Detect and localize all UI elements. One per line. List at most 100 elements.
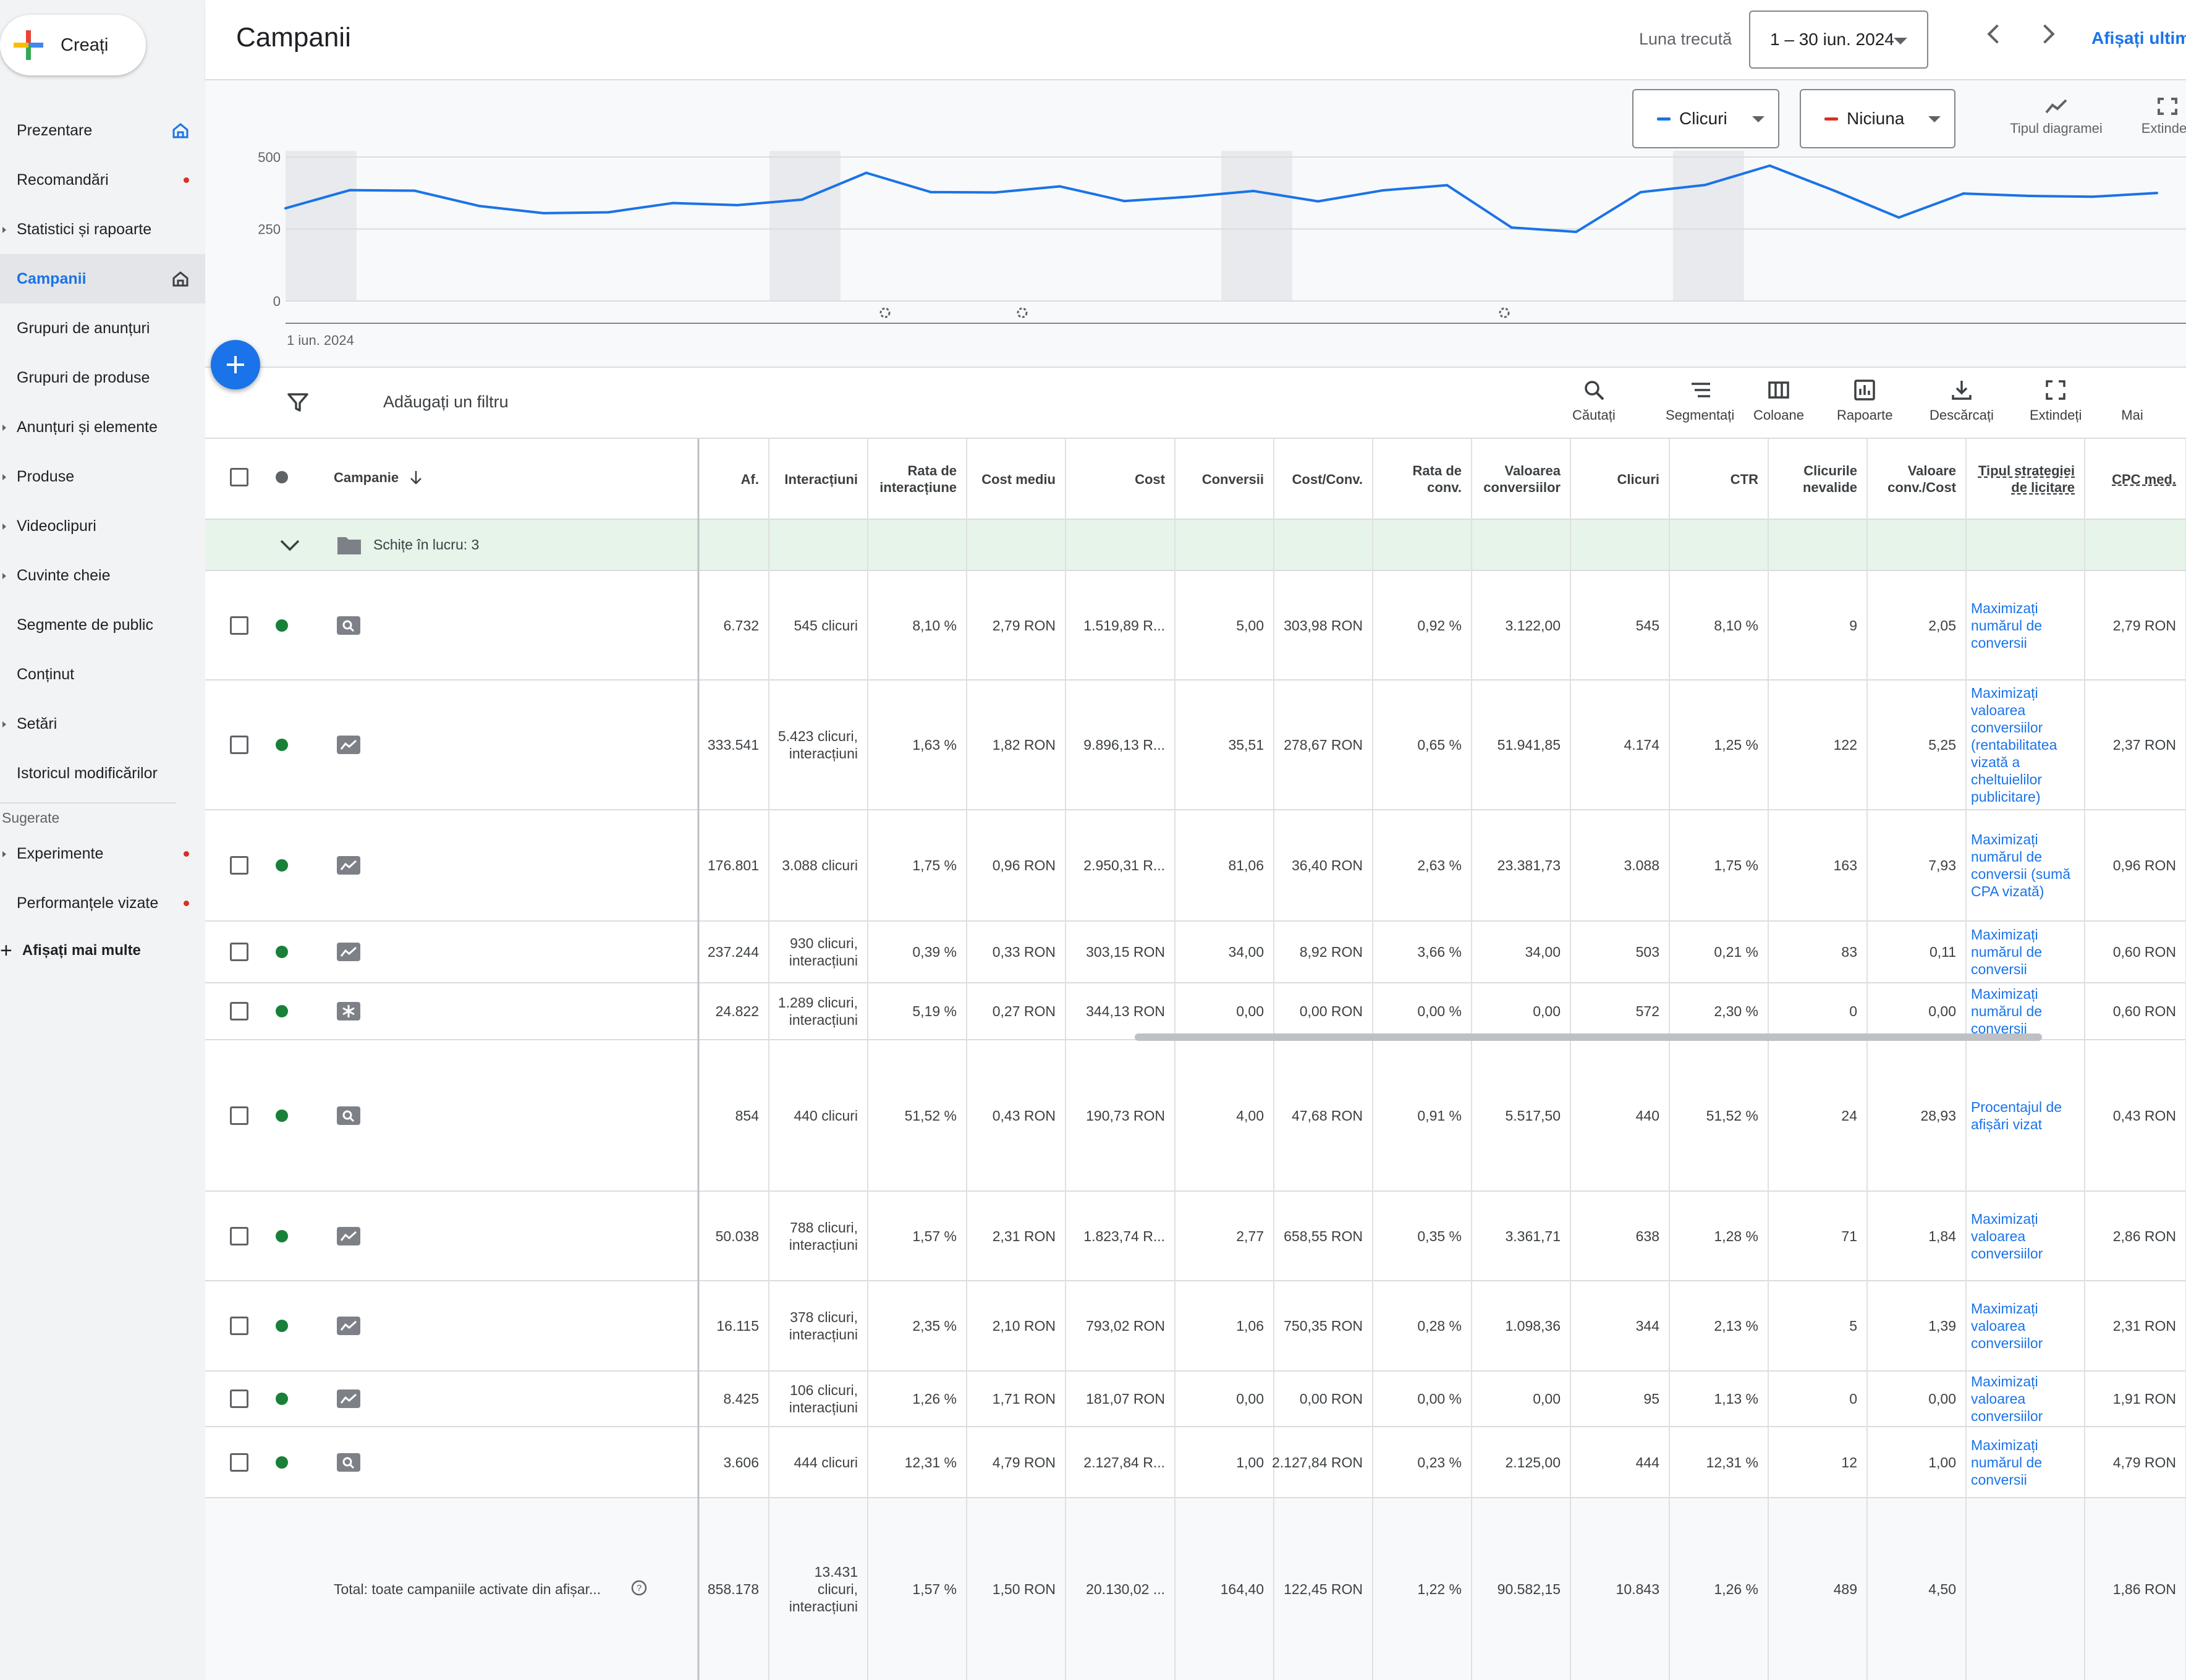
column-header-6[interactable]: Cost/Conv. bbox=[1292, 471, 1363, 487]
cell-value[interactable]: Maximizați numărul de conversii bbox=[1971, 1436, 2043, 1488]
chart-type-button[interactable]: Tipul diagramei bbox=[2010, 95, 2103, 137]
row-checkbox[interactable] bbox=[230, 1453, 248, 1472]
status-enabled-icon[interactable] bbox=[276, 1456, 288, 1469]
căutați-button[interactable]: Căutați bbox=[1572, 379, 1616, 423]
date-range-picker[interactable]: 1 – 30 iun. 2024 bbox=[1749, 11, 1928, 69]
cell-value[interactable]: Maximizați numărul de conversii (sumă CP… bbox=[1971, 831, 2071, 899]
column-header-13[interactable]: Tipul strategiei de licitare bbox=[1978, 463, 2075, 495]
column-header-8[interactable]: Valoarea conversiilor bbox=[1483, 463, 1561, 495]
sidebar-item-prezentare[interactable]: Prezentare bbox=[0, 106, 205, 155]
column-header-0[interactable]: Af. bbox=[740, 471, 759, 487]
annotation-marker-icon[interactable] bbox=[1499, 307, 1510, 318]
add-campaign-button[interactable] bbox=[211, 340, 260, 389]
descărcați-button[interactable]: Descărcați bbox=[1930, 379, 1994, 423]
status-enabled-icon[interactable] bbox=[276, 1320, 288, 1332]
column-header-2[interactable]: Rata de interacțiune bbox=[879, 463, 957, 495]
column-header-14[interactable]: CPC med. bbox=[2112, 471, 2176, 487]
status-enabled-icon[interactable] bbox=[276, 739, 288, 751]
sidebar-item-segmente-de-public[interactable]: Segmente de public bbox=[0, 600, 205, 650]
column-header-5[interactable]: Conversii bbox=[1201, 471, 1264, 487]
sidebar-item-recomandări[interactable]: Recomandări bbox=[0, 155, 205, 205]
cell-value[interactable]: Maximizați numărul de conversii bbox=[1971, 986, 2043, 1037]
next-period-icon[interactable] bbox=[2035, 24, 2055, 44]
column-header-1[interactable]: Interacțiuni bbox=[784, 471, 858, 487]
sort-descending-icon[interactable] bbox=[409, 470, 423, 486]
draft-row-label[interactable]: Schițe în lucru: 3 bbox=[373, 537, 480, 553]
bid-strategy-link[interactable]: Maximizați numărul de conversii (sumă CP… bbox=[1971, 810, 2080, 921]
help-icon[interactable]: ? bbox=[630, 1579, 648, 1597]
add-filter-input[interactable]: Adăugați un filtru bbox=[383, 392, 509, 411]
bid-strategy-link[interactable]: Maximizați numărul de conversii bbox=[1971, 921, 2080, 983]
row-checkbox[interactable] bbox=[230, 1002, 248, 1020]
rapoarte-button[interactable]: Rapoarte bbox=[1837, 379, 1893, 423]
filter-icon[interactable] bbox=[287, 391, 309, 414]
bid-strategy-link[interactable]: Maximizați numărul de conversii bbox=[1971, 983, 2080, 1040]
row-checkbox[interactable] bbox=[230, 856, 248, 875]
cell-value[interactable]: Maximizați numărul de conversii bbox=[1971, 600, 2043, 651]
sidebar-item-grupuri-de-anunțuri[interactable]: Grupuri de anunțuri bbox=[0, 303, 205, 353]
status-enabled-icon[interactable] bbox=[276, 946, 288, 958]
row-checkbox[interactable] bbox=[230, 1226, 248, 1245]
sidebar-item-cuvinte-cheie[interactable]: Cuvinte cheie bbox=[0, 551, 205, 600]
sidebar-item-anunțuri-și-elemente[interactable]: Anunțuri și elemente bbox=[0, 402, 205, 452]
create-button[interactable]: Creați bbox=[0, 15, 146, 75]
previous-period-icon[interactable] bbox=[1987, 24, 2007, 44]
column-header-10[interactable]: CTR bbox=[1730, 471, 1758, 487]
sidebar-item-performanțele-vizate[interactable]: Performanțele vizate bbox=[0, 878, 205, 928]
row-checkbox[interactable] bbox=[230, 616, 248, 635]
sidebar-item-setări[interactable]: Setări bbox=[0, 699, 205, 749]
show-last-link[interactable]: Afișați ultim bbox=[2091, 28, 2186, 48]
status-enabled-icon[interactable] bbox=[276, 1109, 288, 1122]
collapse-chevron-icon[interactable] bbox=[279, 539, 300, 551]
status-enabled-icon[interactable] bbox=[276, 619, 288, 632]
status-enabled-icon[interactable] bbox=[276, 1393, 288, 1405]
bid-strategy-link[interactable]: Maximizați valoarea conversiilor bbox=[1971, 1281, 2080, 1371]
mai-button[interactable]: Mai bbox=[2121, 379, 2143, 423]
cell-value[interactable]: Maximizați valoarea conversiilor bbox=[1971, 1300, 2043, 1351]
segmentați-button[interactable]: Segmentați bbox=[1666, 379, 1734, 423]
row-checkbox[interactable] bbox=[230, 1317, 248, 1335]
sidebar-item-produse[interactable]: Produse bbox=[0, 452, 205, 501]
bid-strategy-link[interactable]: Maximizați valoarea conversiilor bbox=[1971, 1371, 2080, 1427]
column-header-4[interactable]: Cost bbox=[1135, 471, 1165, 487]
column-header-3[interactable]: Cost mediu bbox=[981, 471, 1056, 487]
cell-value[interactable]: Procentajul de afișări vizat bbox=[1971, 1098, 2062, 1132]
sidebar-item-grupuri-de-produse[interactable]: Grupuri de produse bbox=[0, 353, 205, 402]
column-header-7[interactable]: Rata de conv. bbox=[1412, 463, 1462, 495]
coloane-button[interactable]: Coloane bbox=[1753, 379, 1804, 423]
bid-strategy-link[interactable]: Maximizați valoarea conversiilor bbox=[1971, 1191, 2080, 1281]
annotation-marker-icon[interactable] bbox=[879, 307, 891, 318]
metric-selector-2[interactable]: Niciuna bbox=[1800, 89, 1955, 148]
row-checkbox[interactable] bbox=[230, 943, 248, 961]
horizontal-scrollbar[interactable] bbox=[1135, 1033, 2042, 1041]
status-enabled-icon[interactable] bbox=[276, 859, 288, 872]
sidebar-item-videoclipuri[interactable]: Videoclipuri bbox=[0, 501, 205, 551]
row-checkbox[interactable] bbox=[230, 1389, 248, 1408]
expand-chart-button[interactable]: Extindeți bbox=[2127, 95, 2186, 137]
campaign-column-header[interactable]: Campanie bbox=[334, 470, 399, 485]
row-checkbox[interactable] bbox=[230, 1106, 248, 1125]
extindeți-button[interactable]: Extindeți bbox=[2030, 379, 2082, 423]
column-header-11[interactable]: Clicurile nevalide bbox=[1802, 463, 1857, 495]
bid-strategy-link[interactable]: Maximizați numărul de conversii bbox=[1971, 1427, 2080, 1498]
status-enabled-icon[interactable] bbox=[276, 1229, 288, 1242]
sidebar-item-statistici-și-rapoarte[interactable]: Statistici și rapoarte bbox=[0, 205, 205, 254]
cell-value[interactable]: Maximizați numărul de conversii bbox=[1971, 927, 2043, 977]
column-header-12[interactable]: Valoare conv./Cost bbox=[1887, 463, 1956, 495]
show-more-button[interactable]: + Afișați mai multe bbox=[0, 938, 141, 963]
cell-value[interactable]: Maximizați valoarea conversiilor bbox=[1971, 1373, 2043, 1424]
sidebar-item-experimente[interactable]: Experimente bbox=[0, 829, 205, 878]
bid-strategy-link[interactable]: Maximizați valoarea conversiilor (rentab… bbox=[1971, 680, 2080, 810]
sidebar-item-conținut[interactable]: Conținut bbox=[0, 650, 205, 699]
bid-strategy-link[interactable]: Procentajul de afișări vizat bbox=[1971, 1040, 2080, 1191]
cell-value[interactable]: Maximizați valoarea conversiilor (rentab… bbox=[1971, 685, 2057, 805]
bid-strategy-link[interactable]: Maximizați numărul de conversii bbox=[1971, 571, 2080, 680]
sidebar-item-istoricul-modificărilor[interactable]: Istoricul modificărilor bbox=[0, 749, 205, 798]
row-checkbox[interactable] bbox=[230, 736, 248, 754]
metric-selector-1[interactable]: Clicuri bbox=[1632, 89, 1779, 148]
annotation-marker-icon[interactable] bbox=[1017, 307, 1028, 318]
status-enabled-icon[interactable] bbox=[276, 1005, 288, 1017]
cell-value[interactable]: Maximizați valoarea conversiilor bbox=[1971, 1210, 2043, 1262]
sidebar-item-campanii[interactable]: Campanii bbox=[0, 254, 205, 303]
select-all-checkbox[interactable] bbox=[230, 468, 248, 486]
